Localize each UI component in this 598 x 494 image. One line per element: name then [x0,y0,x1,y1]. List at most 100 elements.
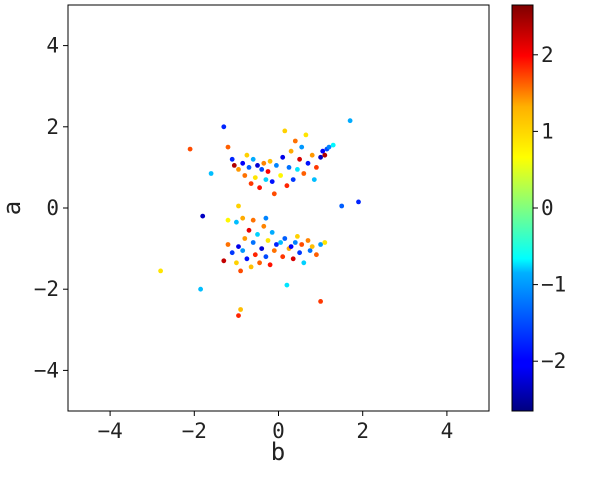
scatter-point [318,299,323,304]
scatter-point [231,163,237,168]
scatter-point [282,128,288,134]
scatter-point [271,191,277,197]
plot-frame [67,4,490,412]
scatter-point [278,173,283,178]
scatter-point [326,144,332,150]
scatter-point [250,240,256,245]
scatter-point [261,223,267,229]
scatter-point [318,242,323,247]
scatter-point [305,160,311,166]
scatter-point [265,169,271,174]
scatter-point [244,256,250,262]
y-tick-label: 4 [46,34,59,58]
scatter-point [311,177,317,183]
scatter-point [263,215,269,221]
scatter-point [297,250,302,256]
scatter-point [303,132,309,138]
scatter-point [240,160,246,166]
scatter-point [208,171,214,176]
scatter-point [263,177,269,183]
scatter-point [356,199,361,205]
scatter-point [257,260,262,266]
scatter-point [290,256,296,262]
scatter-point [330,142,336,148]
scatter-point [286,165,292,170]
scatter-point [292,138,298,144]
y-tick-label: 0 [46,196,59,220]
scatter-point [250,156,256,162]
scatter-point [242,236,248,241]
y-tick-label: −2 [34,277,59,301]
colorbar-tick-label: −2 [541,349,566,373]
scatter-point [229,156,235,162]
scatter-point [299,144,305,150]
y-tick-label: −4 [34,358,59,382]
colorbar-tick-label: −1 [541,273,566,297]
scatter-point [248,264,254,270]
colorbar-ticks: −2 −1 0 1 2 [533,43,566,373]
scatter-point [292,240,298,245]
x-tick-label: 0 [272,419,285,443]
scatter-point [257,185,262,191]
scatter-point [236,313,241,318]
scatter-point [236,167,241,172]
scatter-point [225,242,231,247]
scatter-point [265,238,271,243]
scatter-point [187,146,193,152]
scatter-point [305,238,311,243]
y-axis-ticks: −4 −2 0 2 4 [34,34,68,382]
scatter-point [295,234,300,239]
scatter-point [290,177,296,183]
scatter-point [267,262,273,268]
scatter-point [200,213,206,219]
scatter-point [299,242,305,247]
y-tick-label: 2 [46,115,59,139]
scatter-point [301,260,307,266]
scatter-point [240,215,246,221]
scatter-point [278,240,283,245]
data-points [158,118,361,318]
scatter-point [318,154,323,160]
scatter-point [297,156,302,162]
scatter-point [236,203,241,209]
scatter-point [250,217,256,223]
scatter-point [248,181,254,187]
scatter-point [347,118,353,124]
colorbar-tick-label: 1 [541,119,554,143]
y-axis-label: a [0,201,26,215]
scatter-point [269,230,275,235]
scatter-point [274,242,279,247]
scatter-point [244,152,250,158]
x-tick-label: 2 [356,419,369,443]
scatter-point [252,252,258,258]
scatter-point [314,252,319,258]
x-axis-ticks: −4 −2 0 2 4 [97,411,453,443]
colorbar-tick-label: 2 [541,43,554,67]
scatter-point [221,258,227,264]
scatter-point [158,268,164,274]
scatter-point [242,173,248,178]
scatter-point [271,248,277,254]
scatter-point [234,219,239,225]
scatter-point [234,260,239,266]
scatter-point [229,250,235,256]
scatter-point [322,152,328,158]
scatter-point [225,217,231,223]
scatter-point [246,165,252,170]
scatter-point [236,244,241,250]
scatter-point [307,248,313,254]
scatter-point [309,152,315,158]
scatter-point [255,232,260,237]
x-tick-label: −2 [182,419,207,443]
x-tick-label: 4 [441,419,454,443]
scatter-point [288,148,294,154]
scatter-point [282,236,288,241]
scatter-point [238,268,244,274]
scatter-point [322,240,328,245]
scatter-point [240,248,246,254]
x-axis-label: b [271,438,285,466]
colorbar-tick-label: 0 [541,196,554,220]
scatter-point [267,158,273,164]
scatter-point [259,167,265,172]
